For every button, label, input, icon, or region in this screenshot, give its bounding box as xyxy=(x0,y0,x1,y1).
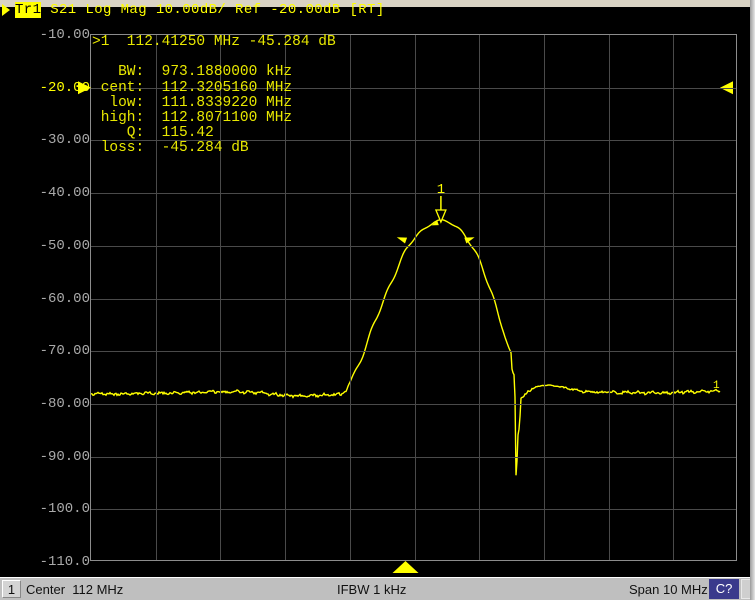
svg-text:1: 1 xyxy=(713,380,720,392)
svg-text:1: 1 xyxy=(437,182,445,198)
